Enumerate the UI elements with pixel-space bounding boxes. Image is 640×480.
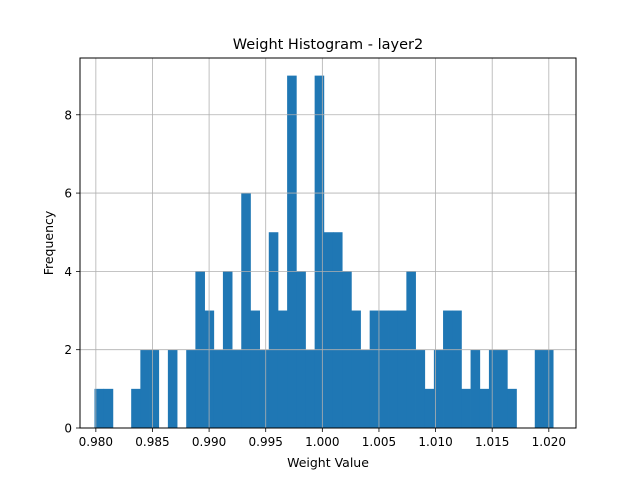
histogram-bar	[250, 310, 261, 428]
histogram-bar	[388, 310, 398, 428]
histogram-bar	[461, 388, 471, 428]
y-tick-label: 2	[64, 343, 72, 357]
histogram-bar	[314, 75, 325, 428]
histogram-bar	[452, 310, 462, 428]
x-tick-label: 0.985	[135, 435, 169, 449]
histogram-bar	[241, 193, 251, 428]
histogram-bar	[213, 349, 224, 428]
histogram-bar	[397, 310, 407, 428]
plot-frame	[79, 57, 577, 429]
histogram-bar	[232, 349, 242, 428]
histogram-bar	[498, 349, 508, 428]
histogram-bar	[131, 388, 141, 428]
histogram-bar	[259, 349, 270, 428]
histogram-bar	[488, 349, 499, 428]
histogram-bar	[534, 349, 545, 428]
x-axis-label: Weight Value	[287, 455, 369, 470]
histogram-bar	[378, 310, 389, 428]
histogram-bar	[424, 388, 435, 428]
x-tick-label: 1.010	[418, 435, 452, 449]
y-tick-label: 4	[64, 265, 72, 279]
histogram-bar	[287, 75, 297, 428]
histogram-bar	[305, 349, 316, 428]
histogram-bar	[351, 310, 361, 428]
histogram-bar	[415, 349, 426, 428]
histogram-bar	[140, 349, 150, 428]
histogram-bar	[332, 232, 343, 428]
x-tick-label: 1.015	[475, 435, 509, 449]
chart-title: Weight Histogram - layer2	[233, 37, 423, 53]
histogram-bar	[507, 388, 517, 428]
histogram-bar	[268, 232, 279, 428]
x-tick-label: 1.000	[305, 435, 339, 449]
histogram-bar	[470, 349, 481, 428]
histogram-bar	[369, 310, 380, 428]
x-tick-label: 1.005	[362, 435, 396, 449]
x-tick-label: 0.990	[192, 435, 226, 449]
x-tick-label: 1.020	[532, 435, 566, 449]
y-tick-label: 0	[64, 422, 72, 436]
histogram-bar	[479, 388, 490, 428]
y-tick-label: 8	[64, 108, 72, 122]
y-tick-label: 6	[64, 187, 72, 201]
x-tick-label: 0.980	[79, 435, 113, 449]
histogram-bars	[94, 75, 554, 428]
histogram-bar	[149, 349, 160, 428]
histogram-bar	[167, 349, 178, 428]
histogram-bar	[103, 388, 114, 428]
histogram-bar	[443, 310, 453, 428]
histogram-bar	[360, 349, 371, 428]
histogram-bar	[277, 310, 288, 428]
histogram-bar	[94, 388, 105, 428]
histogram-bar	[433, 349, 444, 428]
y-axis-label: Frequency	[41, 210, 56, 275]
y-axis-ticks: 0 2 4 6 8	[64, 108, 80, 436]
x-axis-ticks: 0.980 0.985 0.990 0.995 1.000 1.005 1.010 1.015…	[79, 428, 566, 449]
histogram-bar	[186, 349, 196, 428]
x-tick-label: 0.995	[249, 435, 283, 449]
histogram-bar	[323, 232, 334, 428]
